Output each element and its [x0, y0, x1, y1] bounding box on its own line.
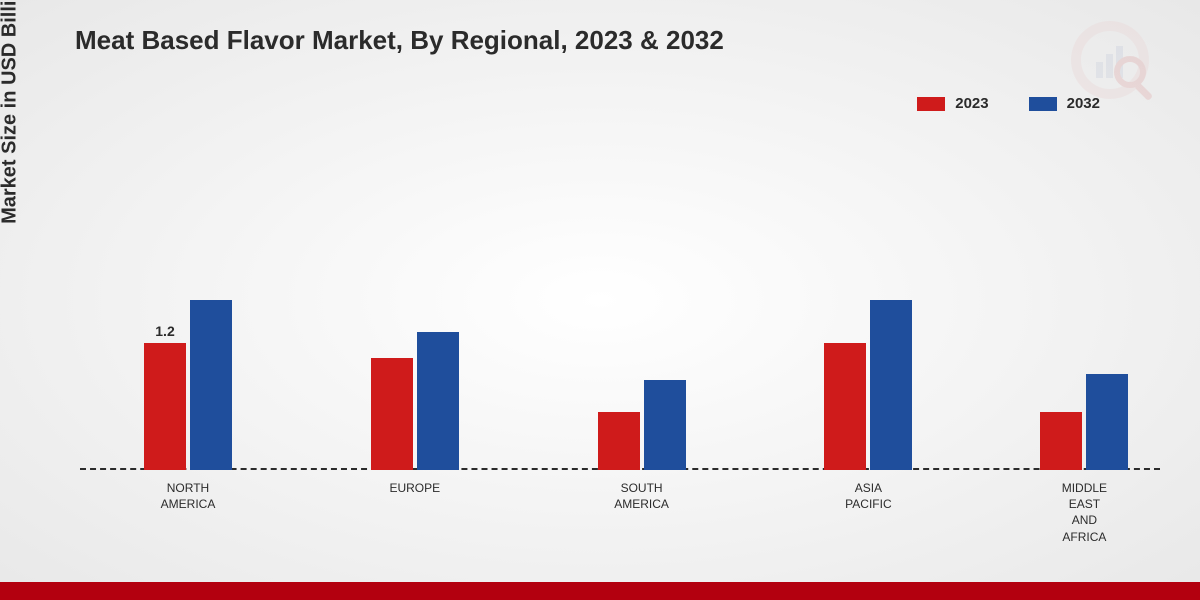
legend: 2023 2032	[917, 95, 1100, 112]
legend-label-2032: 2032	[1067, 95, 1100, 112]
legend-item-2023: 2023	[917, 95, 988, 112]
x-axis-label: EUROPE	[389, 480, 440, 496]
y-axis-label: Market Size in USD Billion	[0, 0, 22, 300]
x-axis-labels: NORTH AMERICA EUROPE SOUTH AMERICA ASIA PAC…	[80, 480, 1160, 560]
footer-accent-bar	[0, 582, 1200, 600]
bar	[824, 343, 866, 471]
legend-label-2023: 2023	[955, 95, 988, 112]
chart-title: Meat Based Flavor Market, By Regional, 2…	[75, 25, 724, 56]
bar	[644, 380, 686, 470]
x-axis-label: ASIA PACIFIC	[845, 480, 891, 512]
bar	[417, 332, 459, 470]
bar-group	[1040, 374, 1128, 470]
bar-group	[824, 300, 912, 470]
legend-swatch-2023	[917, 97, 945, 111]
bar-group	[371, 332, 459, 470]
bar	[1040, 412, 1082, 470]
legend-swatch-2032	[1029, 97, 1057, 111]
bar	[1086, 374, 1128, 470]
bar	[870, 300, 912, 470]
bar: 1.2	[144, 343, 186, 471]
bar-group	[598, 380, 686, 470]
x-axis-label: NORTH AMERICA	[161, 480, 216, 512]
bar	[598, 412, 640, 470]
bar	[190, 300, 232, 470]
bar	[371, 358, 413, 470]
x-axis-label: SOUTH AMERICA	[614, 480, 669, 512]
plot-area: 1.2	[80, 130, 1160, 470]
legend-item-2032: 2032	[1029, 95, 1100, 112]
bar-value-label: 1.2	[155, 323, 174, 339]
bar-group: 1.2	[144, 300, 232, 470]
x-axis-label: MIDDLE EAST AND AFRICA	[1062, 480, 1107, 545]
